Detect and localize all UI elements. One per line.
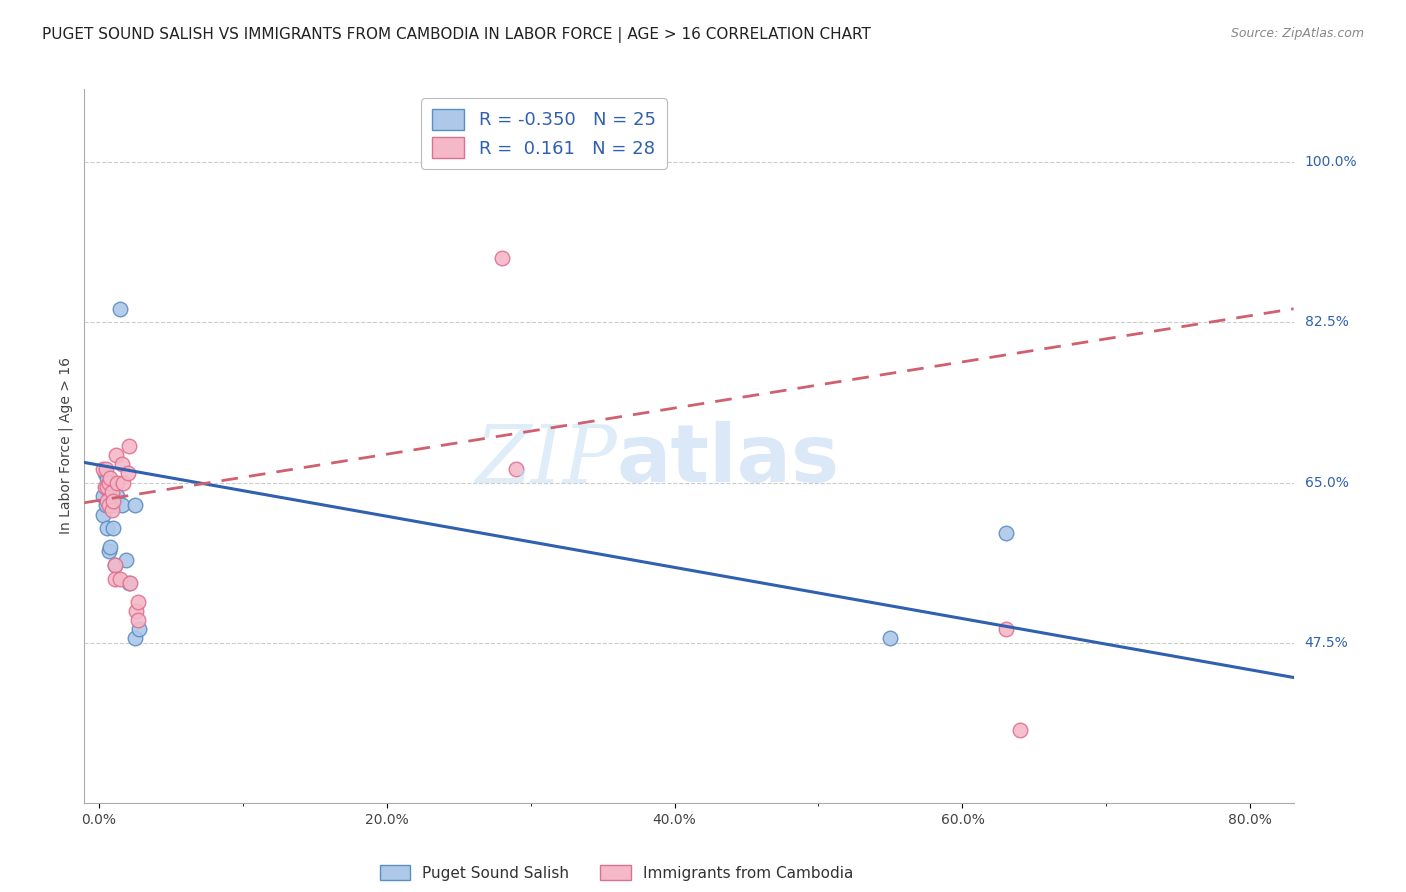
Text: PUGET SOUND SALISH VS IMMIGRANTS FROM CAMBODIA IN LABOR FORCE | AGE > 16 CORRELA: PUGET SOUND SALISH VS IMMIGRANTS FROM CA… — [42, 27, 872, 43]
Text: Source: ZipAtlas.com: Source: ZipAtlas.com — [1230, 27, 1364, 40]
Point — [98, 471, 121, 485]
Point — [104, 558, 127, 572]
Text: atlas: atlas — [616, 421, 839, 500]
Point — [128, 622, 150, 636]
Text: 82.5%: 82.5% — [1305, 316, 1348, 329]
Y-axis label: In Labor Force | Age > 16: In Labor Force | Age > 16 — [59, 358, 73, 534]
Point — [98, 540, 121, 554]
Point — [118, 576, 141, 591]
Point — [105, 448, 128, 462]
Point — [110, 572, 132, 586]
Point — [94, 462, 117, 476]
Point — [491, 252, 513, 266]
Point — [505, 462, 527, 476]
Point — [91, 508, 114, 522]
Point — [96, 480, 118, 494]
Point — [117, 467, 139, 481]
Point — [91, 462, 114, 476]
Point — [111, 499, 134, 513]
Text: 100.0%: 100.0% — [1305, 155, 1357, 169]
Point — [97, 475, 120, 490]
Point — [120, 576, 142, 591]
Text: 65.0%: 65.0% — [1305, 475, 1348, 490]
Point — [94, 499, 117, 513]
Point — [96, 471, 118, 485]
Point — [94, 480, 117, 494]
Point — [97, 544, 120, 558]
Point — [127, 594, 149, 608]
Text: 47.5%: 47.5% — [1305, 636, 1348, 649]
Point — [101, 494, 124, 508]
Point — [115, 553, 138, 567]
Point — [91, 489, 114, 503]
Point — [879, 631, 901, 645]
Point — [101, 499, 124, 513]
Point — [100, 484, 122, 499]
Point — [97, 484, 120, 499]
Point — [93, 467, 115, 481]
Point — [125, 604, 148, 618]
Point — [97, 499, 120, 513]
Point — [994, 525, 1017, 540]
Point — [111, 458, 134, 472]
Point — [104, 558, 127, 572]
Point — [107, 475, 129, 490]
Text: ZIP: ZIP — [475, 422, 616, 499]
Point — [96, 494, 118, 508]
Point — [100, 484, 122, 499]
Point — [110, 301, 132, 316]
Point — [104, 572, 127, 586]
Legend: R = -0.350   N = 25, R =  0.161   N = 28: R = -0.350 N = 25, R = 0.161 N = 28 — [420, 98, 666, 169]
Point — [100, 503, 122, 517]
Point — [1008, 723, 1031, 737]
Point — [93, 480, 115, 494]
Point — [124, 499, 146, 513]
Point — [127, 613, 149, 627]
Point — [98, 475, 121, 490]
Point — [96, 521, 118, 535]
Point — [994, 622, 1017, 636]
Point — [107, 489, 129, 503]
Point — [101, 521, 124, 535]
Point — [124, 631, 146, 645]
Point — [118, 439, 141, 453]
Point — [112, 475, 135, 490]
